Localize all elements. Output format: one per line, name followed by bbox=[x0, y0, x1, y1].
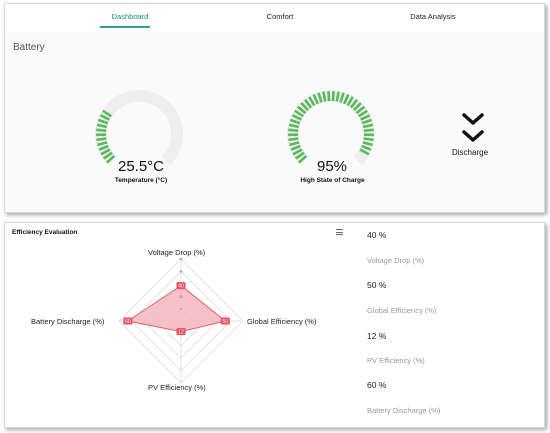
charge-gauge bbox=[287, 90, 375, 166]
charge-gauge-fill-segment bbox=[327, 90, 331, 102]
battery-panel: Dashboard Comfort Data Analysis Battery … bbox=[4, 3, 545, 213]
radar-point-label: 40 bbox=[178, 283, 184, 289]
stat-value-voltage-drop: 40 % bbox=[367, 230, 387, 240]
stat-name-global-efficiency: Global Efficiency (%) bbox=[367, 306, 437, 315]
stat-value-battery-discharge: 60 % bbox=[367, 380, 387, 390]
charge-gauge-fill-segment bbox=[296, 105, 307, 115]
nav-tabs: Dashboard Comfort Data Analysis bbox=[5, 4, 544, 32]
charge-gauge-fill-segment bbox=[361, 144, 372, 151]
charge-gauge-fill-segment bbox=[339, 92, 345, 103]
charge-gauge-fill-segment bbox=[349, 98, 358, 109]
charge-label: High State of Charge bbox=[300, 177, 365, 184]
tab-comfort[interactable]: Comfort bbox=[266, 12, 294, 21]
temperature-gauge-fill-segment bbox=[99, 114, 110, 121]
charge-gauge-fill-segment bbox=[312, 94, 319, 105]
stat-name-pv-efficiency: PV Efficiency (%) bbox=[367, 356, 425, 365]
charge-gauge-fill-segment bbox=[290, 144, 301, 151]
charge-gauge-fill-segment bbox=[363, 128, 374, 133]
radar-tick-label: 21 bbox=[179, 294, 183, 298]
temperature-gauge-fill-segment bbox=[96, 137, 107, 142]
charge-gauge-fill-segment bbox=[288, 128, 299, 133]
efficiency-panel: Efficiency Evaluation 72135496340501260 … bbox=[4, 222, 545, 428]
temperature-gauge-fill-segment bbox=[105, 154, 116, 164]
temperature-gauge bbox=[95, 90, 183, 166]
stat-name-voltage-drop: Voltage Drop (%) bbox=[367, 256, 425, 265]
radar-point[interactable] bbox=[176, 282, 186, 290]
charge-value: 95% bbox=[316, 158, 348, 175]
tab-data-analysis[interactable]: Data Analysis bbox=[410, 12, 456, 21]
temperature-gauge-fill-segment bbox=[102, 151, 113, 160]
radar-axis-label-left: Battery Discharge (%) bbox=[31, 317, 105, 326]
charge-gauge-fill-segment bbox=[292, 148, 303, 156]
temperature-value: 25.5°C bbox=[117, 158, 165, 175]
active-tab-indicator bbox=[100, 26, 150, 28]
charge-gauge-fill-segment bbox=[322, 91, 327, 102]
charge-gauge-fill-segment bbox=[343, 94, 350, 105]
stat-value-global-efficiency: 50 % bbox=[367, 280, 387, 290]
charge-gauge-fill-segment bbox=[317, 92, 323, 103]
radar-point-label: 60 bbox=[125, 319, 131, 325]
charge-gauge-fill-segment bbox=[346, 96, 354, 107]
charge-gauge-fill-segment bbox=[288, 137, 299, 142]
double-chevron-down-icon bbox=[462, 113, 484, 142]
charge-gauge-fill-segment bbox=[289, 118, 301, 125]
temperature-gauge-fill-segment bbox=[96, 128, 107, 133]
radar-axis-label-top: Voltage Drop (%) bbox=[148, 248, 206, 257]
radar-point[interactable] bbox=[123, 317, 133, 325]
discharge-label: Discharge bbox=[452, 148, 489, 157]
radar-point[interactable] bbox=[220, 317, 230, 325]
charge-gauge-fill-segment bbox=[359, 148, 370, 156]
radar-point-label: 12 bbox=[178, 329, 184, 335]
stat-name-battery-discharge: Battery Discharge (%) bbox=[367, 406, 441, 415]
charge-gauge-fill-segment bbox=[304, 98, 313, 109]
temperature-gauge-fill-segment bbox=[100, 148, 111, 156]
radar-tick-label: 63 bbox=[179, 257, 183, 261]
battery-title: Battery bbox=[13, 42, 45, 53]
efficiency-radar-chart: 72135496340501260 bbox=[118, 257, 244, 384]
charge-gauge-fill-segment bbox=[291, 114, 302, 121]
radar-axis-label-right: Global Efficiency (%) bbox=[247, 317, 317, 326]
charge-gauge-fill-segment bbox=[335, 91, 340, 102]
temperature-gauge-track bbox=[95, 90, 183, 166]
temperature-gauge-fill-segment bbox=[102, 109, 112, 118]
charge-gauge-fill-segment bbox=[288, 123, 300, 129]
stat-value-pv-efficiency: 12 % bbox=[367, 331, 387, 341]
charge-gauge-fill-segment bbox=[360, 114, 371, 121]
radar-tick-label: 7 bbox=[180, 307, 182, 311]
temperature-gauge-fill-segment bbox=[97, 141, 108, 147]
charge-gauge-fill-segment bbox=[361, 118, 373, 125]
efficiency-title: Efficiency Evaluation bbox=[12, 229, 78, 236]
charge-gauge-fill-segment bbox=[362, 141, 373, 147]
temperature-gauge-fill-segment bbox=[97, 118, 109, 125]
charge-gauge-track bbox=[287, 90, 375, 166]
temperature-label: Temperature (°C) bbox=[114, 177, 168, 184]
charge-gauge-fill-segment bbox=[300, 102, 310, 112]
temperature-gauge-fill-segment bbox=[96, 123, 108, 129]
radar-series-area bbox=[126, 284, 227, 333]
radar-tick-label: 49 bbox=[179, 270, 183, 274]
radar-point[interactable] bbox=[176, 328, 186, 336]
charge-gauge-fill-segment bbox=[363, 137, 374, 142]
charge-gauge-fill-segment bbox=[362, 123, 374, 129]
charge-gauge-fill-segment bbox=[294, 151, 305, 160]
charge-gauge-fill-segment bbox=[289, 141, 300, 147]
hamburger-menu-icon[interactable] bbox=[336, 229, 343, 235]
charge-gauge-fill-segment bbox=[294, 109, 304, 118]
temperature-gauge-fill-segment bbox=[98, 144, 109, 151]
radar-point-label: 50 bbox=[223, 319, 229, 325]
radar-axis-label-bottom: PV Efficiency (%) bbox=[148, 383, 206, 392]
charge-gauge-fill-segment bbox=[355, 105, 366, 115]
charge-gauge-fill-segment bbox=[297, 154, 308, 164]
charge-gauge-fill-segment bbox=[358, 109, 368, 118]
charge-gauge-fill-segment bbox=[331, 90, 335, 102]
tab-dashboard[interactable]: Dashboard bbox=[111, 12, 149, 21]
charge-gauge-fill-segment bbox=[308, 96, 316, 107]
charge-gauge-fill-segment bbox=[352, 102, 362, 112]
